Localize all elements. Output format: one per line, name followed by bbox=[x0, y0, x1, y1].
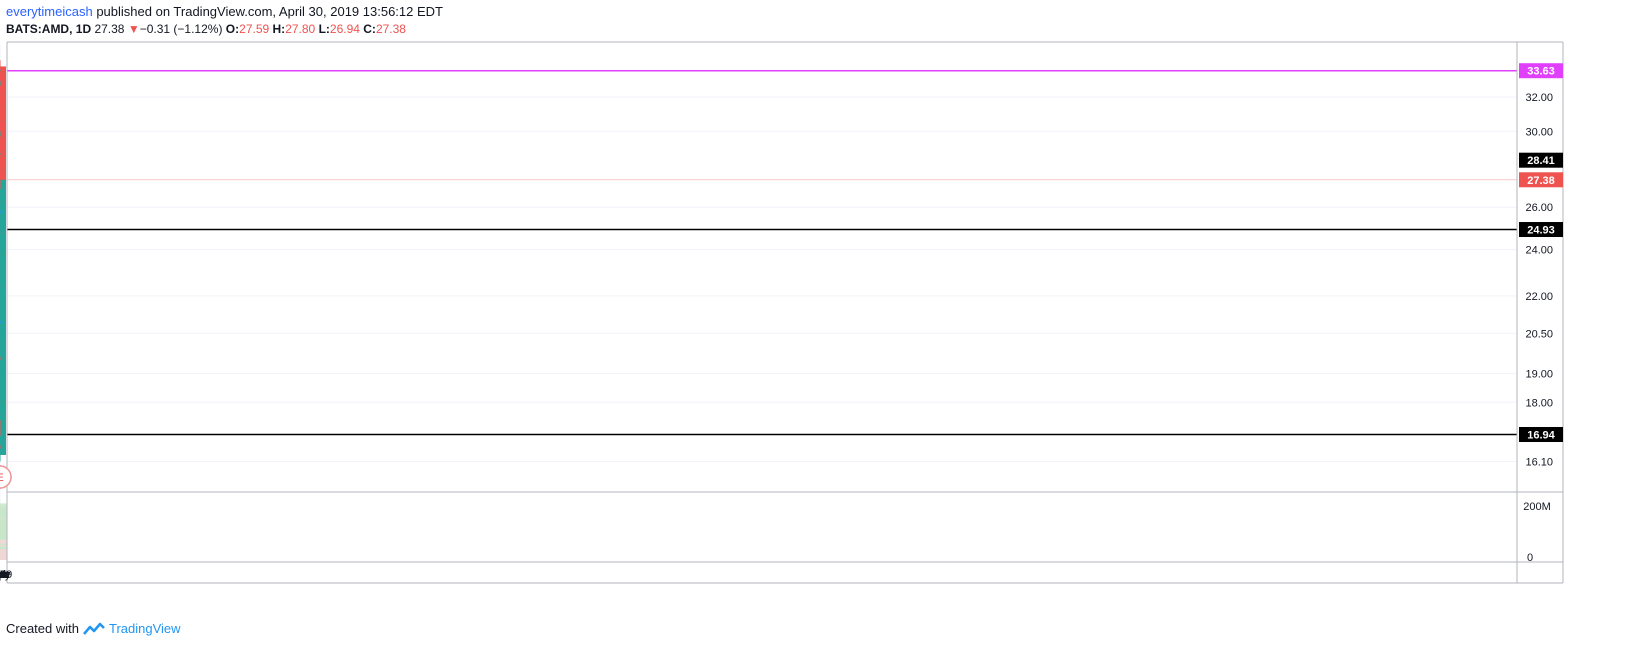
signal-cross-icon: × bbox=[0, 318, 3, 329]
time-tick-label: 14 bbox=[0, 569, 6, 581]
earnings-marker-label: E bbox=[0, 472, 4, 484]
candle-body bbox=[0, 166, 6, 170]
price-label-text: 33.63 bbox=[1527, 66, 1555, 78]
candle-body bbox=[0, 193, 6, 202]
candle-body bbox=[0, 230, 6, 233]
author-link[interactable]: everytimeicash bbox=[6, 4, 93, 19]
price-label-text: 28.41 bbox=[1527, 155, 1555, 167]
high-label: H: bbox=[272, 22, 286, 36]
chart-header-line1: everytimeicash published on TradingView.… bbox=[6, 4, 443, 19]
candle-body bbox=[0, 234, 6, 252]
close-value: 27.38 bbox=[375, 22, 406, 36]
candle-body bbox=[0, 74, 6, 98]
created-with-text: Created with bbox=[6, 621, 79, 636]
candle-body bbox=[0, 411, 6, 421]
published-text: published on TradingView.com, April 30, … bbox=[96, 4, 443, 19]
time-tick-label: 15 bbox=[0, 569, 6, 581]
price-label-box bbox=[1519, 63, 1563, 79]
time-tick-label: Feb bbox=[0, 569, 9, 581]
time-tick-label: Nov bbox=[0, 569, 10, 581]
axes: 32.00 30.00 26.00 24.00 22.00 20.50 19.00 18.00… bbox=[0, 63, 1563, 581]
candle-body bbox=[0, 402, 6, 415]
volume-bar bbox=[0, 549, 7, 560]
volume-tick-label: 200M bbox=[1523, 501, 1551, 513]
symbol-label: BATS:AMD, 1D bbox=[6, 22, 92, 36]
change-value: −0.31 (−1.12%) bbox=[139, 22, 223, 36]
price-tick-label: 20.50 bbox=[1525, 328, 1553, 340]
chart-frame bbox=[6, 41, 1564, 584]
last-price: 27.38 bbox=[94, 22, 125, 36]
price-tick-label: 16.10 bbox=[1525, 456, 1553, 468]
time-tick-label: May bbox=[0, 569, 11, 581]
price-tick-label: 30.00 bbox=[1525, 126, 1553, 138]
time-tick-label: 20 bbox=[0, 569, 6, 581]
low-value: 26.94 bbox=[329, 22, 360, 36]
candle-body bbox=[0, 251, 6, 255]
candle-body bbox=[0, 254, 6, 270]
price-label-text: 24.93 bbox=[1527, 225, 1555, 237]
time-tick-label: Apr bbox=[0, 569, 9, 581]
time-tick-label: 19 bbox=[0, 569, 6, 581]
earnings-markers: EEE×× bbox=[0, 207, 12, 489]
volume-pane bbox=[0, 503, 7, 560]
time-tick-label: Oct bbox=[0, 569, 9, 581]
price-label-text: 16.94 bbox=[1527, 430, 1555, 442]
earnings-marker bbox=[0, 465, 12, 489]
time-tick-label: Dec bbox=[0, 569, 10, 581]
time-tick-label: 15 bbox=[0, 569, 6, 581]
price-label-box bbox=[1519, 222, 1563, 238]
candle-body bbox=[0, 293, 6, 342]
price-label-text: 27.38 bbox=[1527, 175, 1555, 187]
grid bbox=[0, 42, 1517, 560]
time-tick-label: 2019 bbox=[0, 569, 12, 581]
price-label-box bbox=[1519, 152, 1563, 168]
candle-body bbox=[0, 95, 6, 106]
volume-tick-label: 0 bbox=[1527, 552, 1533, 564]
candle-body bbox=[0, 171, 6, 180]
time-tick-label: 17 bbox=[0, 569, 6, 581]
price-tick-label: 24.00 bbox=[1525, 245, 1553, 257]
candle-body bbox=[0, 420, 6, 443]
price-tick-label: 26.00 bbox=[1525, 202, 1553, 214]
candle-body bbox=[0, 346, 6, 358]
candles bbox=[0, 60, 6, 462]
price-tick-label: 19.00 bbox=[1525, 369, 1553, 381]
candle-body bbox=[0, 158, 6, 172]
drawings bbox=[0, 69, 1517, 449]
signal-cross-icon: × bbox=[0, 207, 3, 218]
candle-body bbox=[0, 269, 6, 275]
candle-body bbox=[0, 201, 6, 218]
candle-body bbox=[0, 151, 6, 157]
candle-body bbox=[0, 286, 6, 311]
price-tick-label: 32.00 bbox=[1525, 92, 1553, 104]
down-arrow-icon: ▼ bbox=[127, 22, 140, 36]
price-label-box bbox=[1519, 427, 1563, 443]
candle-body bbox=[0, 105, 6, 121]
candle-body bbox=[0, 274, 6, 287]
price-label-box bbox=[1519, 172, 1563, 188]
price-tick-label: 22.00 bbox=[1525, 291, 1553, 303]
tradingview-brand[interactable]: TradingView bbox=[108, 621, 181, 636]
time-tick-label: Mar bbox=[0, 569, 10, 581]
chart-header-line2: BATS:AMD, 1D 27.38 ▼−0.31 (−1.12%) O:27.… bbox=[6, 22, 406, 36]
time-tick-label: 18 bbox=[0, 569, 6, 581]
high-value: 27.80 bbox=[285, 22, 316, 36]
candle-body bbox=[0, 341, 6, 403]
footer: Created with TradingView bbox=[6, 621, 181, 636]
time-tick-label: 17 bbox=[0, 569, 6, 581]
candle-body bbox=[0, 169, 6, 172]
low-label: L: bbox=[318, 22, 330, 36]
candle-body bbox=[0, 90, 6, 96]
time-tick-label: 15 bbox=[0, 569, 6, 581]
candle-body bbox=[0, 156, 6, 159]
candle-body bbox=[0, 142, 6, 152]
open-value: 27.59 bbox=[239, 22, 270, 36]
candle-body bbox=[0, 217, 6, 231]
candle-body bbox=[0, 120, 6, 139]
open-label: O: bbox=[225, 22, 240, 36]
close-label: C: bbox=[363, 22, 376, 36]
tradingview-logo-icon bbox=[83, 622, 105, 635]
price-tick-label: 18.00 bbox=[1525, 397, 1553, 409]
